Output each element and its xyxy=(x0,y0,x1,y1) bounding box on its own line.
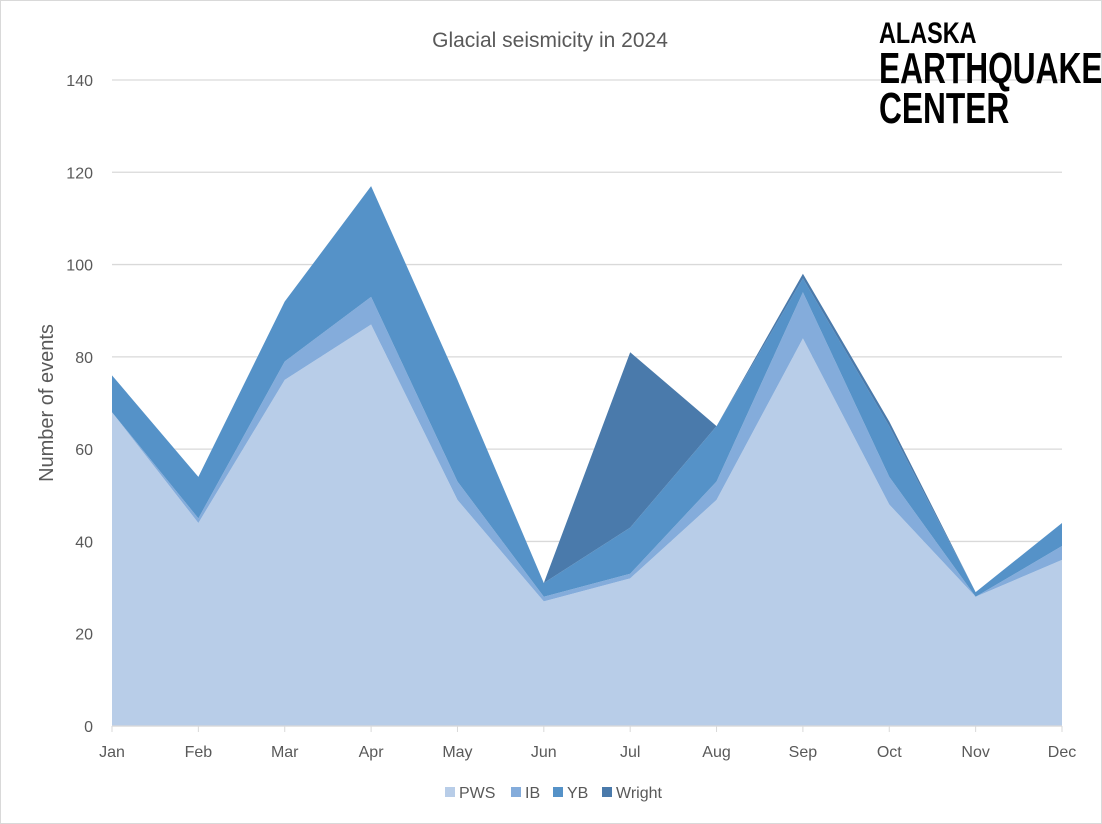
y-tick-label: 80 xyxy=(75,350,93,367)
legend-swatch-pws xyxy=(445,787,455,797)
y-tick-label: 100 xyxy=(66,258,93,275)
x-tick-label: Jun xyxy=(531,744,557,761)
x-tick-label: Jan xyxy=(99,744,125,761)
legend-swatch-wright xyxy=(602,787,612,797)
x-tick-label: Dec xyxy=(1048,744,1076,761)
x-tick-label: Sep xyxy=(789,744,818,761)
legend-label-pws: PWS xyxy=(459,785,495,802)
x-tick-label: Feb xyxy=(185,744,213,761)
legend-swatch-ib xyxy=(511,787,521,797)
logo-line-3: CENTER xyxy=(879,84,1010,133)
alaska-earthquake-center-logo: ALASKA EARTHQUAKE CENTER xyxy=(879,17,1102,133)
legend-label-ib: IB xyxy=(525,785,540,802)
x-tick-label: Nov xyxy=(961,744,989,761)
area-series-yb xyxy=(112,186,1062,597)
x-tick-label: Mar xyxy=(271,744,299,761)
logo-line-2: EARTHQUAKE xyxy=(879,44,1102,93)
legend-label-yb: YB xyxy=(567,785,588,802)
legend-swatch-yb xyxy=(553,787,563,797)
x-tick-label: May xyxy=(442,744,472,761)
area-series-wright xyxy=(112,186,1062,593)
area-series-ib xyxy=(112,292,1062,602)
logo-line-1: ALASKA xyxy=(879,17,977,50)
y-tick-label: 20 xyxy=(75,627,93,644)
area-series-pws xyxy=(112,324,1062,726)
y-axis-label: Number of events xyxy=(36,324,58,482)
y-tick-label: 120 xyxy=(66,165,93,182)
x-tick-label: Oct xyxy=(877,744,902,761)
y-tick-label: 0 xyxy=(84,719,93,736)
x-tick-label: Apr xyxy=(359,744,385,761)
y-tick-label: 40 xyxy=(75,534,93,551)
x-tick-label: Aug xyxy=(702,744,730,761)
y-tick-label: 140 xyxy=(66,73,93,90)
x-tick-label: Jul xyxy=(620,744,640,761)
chart-title: Glacial seismicity in 2024 xyxy=(432,29,668,52)
y-tick-label: 60 xyxy=(75,442,93,459)
legend-label-wright: Wright xyxy=(616,785,662,802)
